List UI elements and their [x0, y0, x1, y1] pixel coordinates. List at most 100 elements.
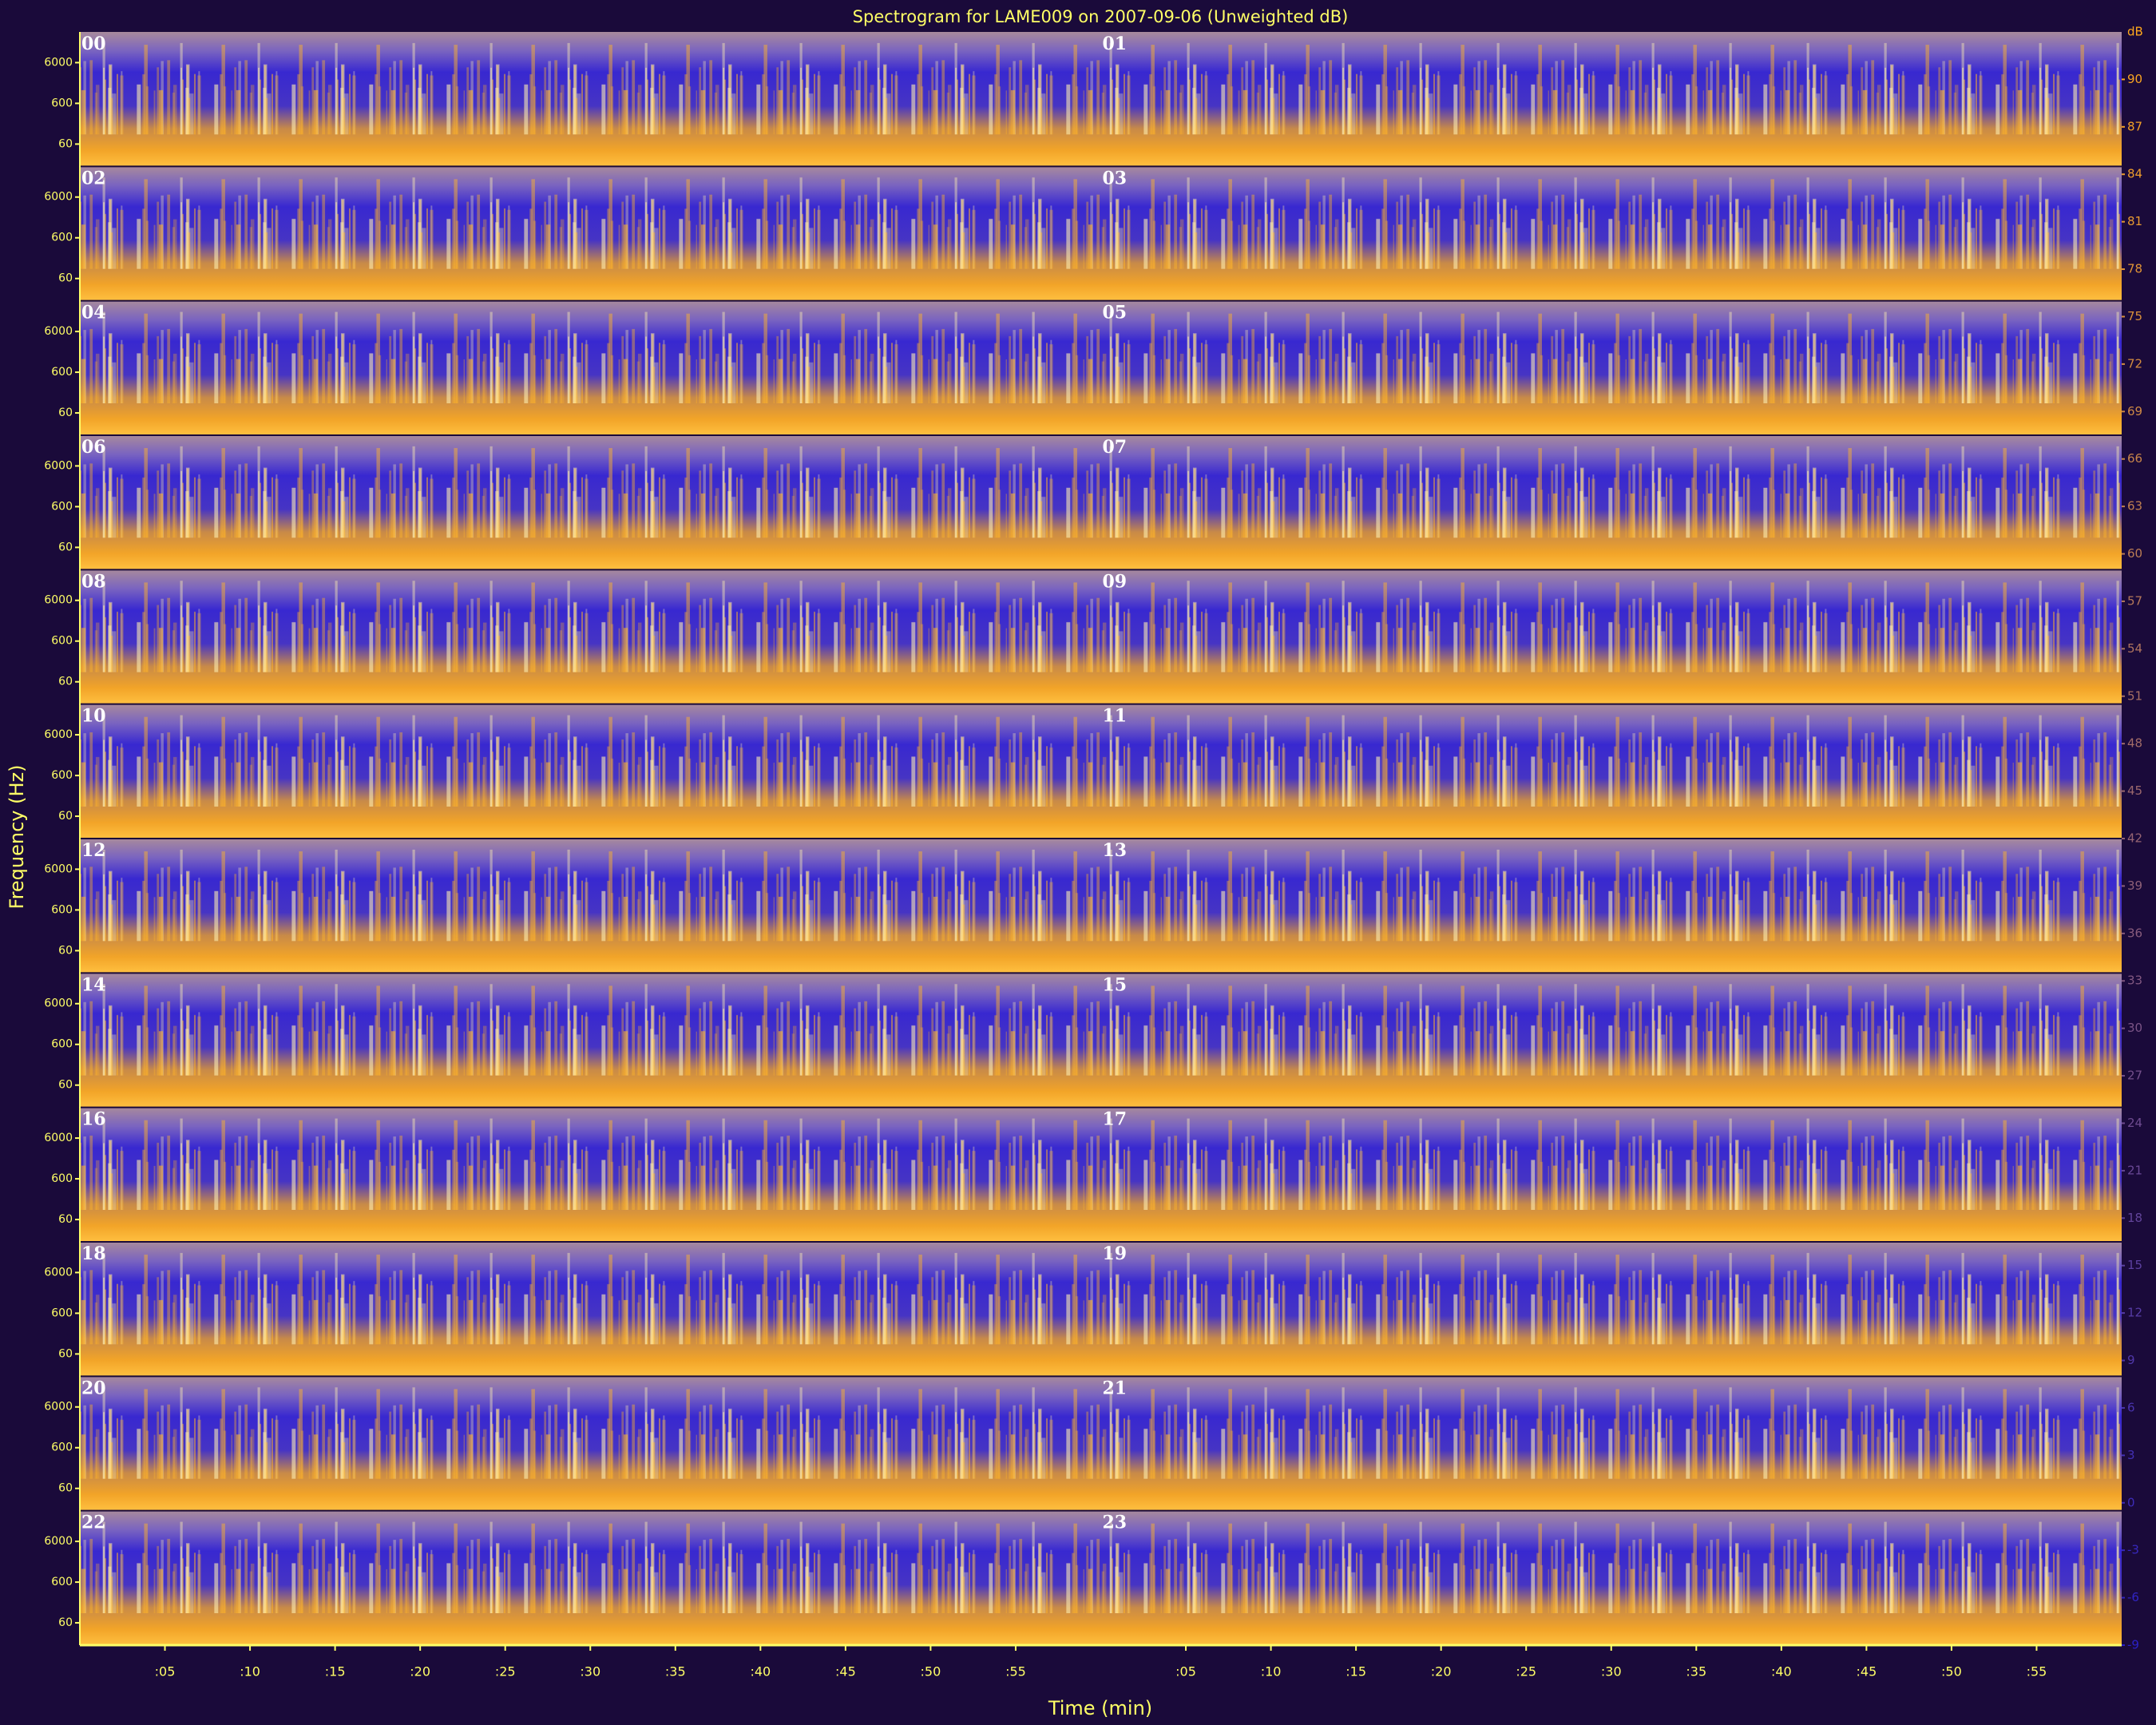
colorbar-tick-label: 30	[2127, 1021, 2142, 1035]
colorbar-tick-label: 21	[2127, 1163, 2142, 1177]
x-tick-label: :15	[325, 1664, 346, 1679]
spectrogram-texture	[80, 569, 1101, 704]
y-tick-label: 600	[51, 97, 73, 109]
hour-label: 04	[81, 303, 106, 323]
x-tick-label: :05	[1175, 1664, 1196, 1679]
y-tick-label: 60	[58, 272, 73, 285]
x-tick-label: :20	[1431, 1664, 1452, 1679]
colorbar-tick-label: -3	[2127, 1543, 2139, 1557]
hour-label: 00	[81, 34, 106, 54]
colorbar-tick-label: 6	[2127, 1400, 2135, 1414]
y-tick-label: 60	[58, 944, 73, 957]
spectrogram-texture	[1100, 569, 2122, 704]
colorbar-tick-label: 66	[2127, 451, 2142, 466]
spectrogram-texture	[80, 1242, 1101, 1377]
y-tick-label: 6000	[44, 1266, 73, 1279]
hour-label: 23	[1103, 1513, 1128, 1533]
y-tick-label: 60	[58, 406, 73, 419]
y-tick-label: 6000	[44, 459, 73, 472]
x-tick-label: :10	[240, 1664, 260, 1679]
y-tick-label: 60	[58, 1079, 73, 1092]
colorbar-tick-label: 54	[2127, 641, 2142, 656]
x-tick-label: :35	[665, 1664, 686, 1679]
y-tick-label: 6000	[44, 997, 73, 1010]
hour-label: 14	[81, 974, 106, 995]
colorbar-tick-label: 18	[2127, 1211, 2142, 1225]
hour-label: 01	[1103, 34, 1128, 54]
x-tick-label: :55	[2027, 1664, 2047, 1679]
colorbar-tick-label: 75	[2127, 309, 2142, 323]
colorbar-tick-label: 81	[2127, 214, 2142, 228]
y-tick-label: 600	[51, 635, 73, 648]
hour-label: 12	[81, 840, 106, 861]
colorbar-tick-label: 39	[2127, 878, 2142, 893]
y-tick-label: 6000	[44, 1132, 73, 1144]
y-tick-label: 600	[51, 903, 73, 916]
y-tick-label: 600	[51, 1307, 73, 1319]
y-tick-label: 600	[51, 232, 73, 244]
spectrogram-texture	[1100, 300, 2122, 435]
colorbar-tick-label: 42	[2127, 831, 2142, 846]
colorbar-tick-label: 36	[2127, 926, 2142, 940]
hour-label: 06	[81, 437, 106, 458]
hour-label: 09	[1103, 571, 1128, 592]
colorbar-tick-label: 48	[2127, 736, 2142, 751]
x-tick-label: :35	[1686, 1664, 1706, 1679]
x-tick-label: :30	[1601, 1664, 1622, 1679]
y-tick-label: 60	[58, 137, 73, 150]
colorbar-tick-label: -9	[2127, 1638, 2139, 1652]
y-tick-label: 6000	[44, 1401, 73, 1414]
x-tick-label: :55	[1005, 1664, 1026, 1679]
x-tick-label: :40	[750, 1664, 771, 1679]
spectrogram-texture	[80, 1107, 1101, 1242]
hour-label: 22	[81, 1513, 106, 1533]
colorbar-tick-label: 51	[2127, 688, 2142, 703]
x-tick-label: :45	[1857, 1664, 1877, 1679]
hour-label: 11	[1103, 706, 1128, 727]
spectrogram-texture	[1100, 1242, 2122, 1377]
colorbar-tick-label: 63	[2127, 499, 2142, 514]
spectrogram-texture	[80, 973, 1101, 1108]
colorbar-tick-label: 90	[2127, 72, 2142, 86]
y-tick-label: 600	[51, 1172, 73, 1185]
colorbar-tick-label: 84	[2127, 167, 2142, 181]
x-tick-label: :50	[921, 1664, 941, 1679]
colorbar-tick-label: 24	[2127, 1116, 2142, 1130]
colorbar-tick-label: 60	[2127, 546, 2142, 561]
y-tick-label: 6000	[44, 1535, 73, 1548]
y-tick-label: 600	[51, 769, 73, 782]
spectrogram-texture	[1100, 1510, 2122, 1645]
spectrogram-texture	[80, 1376, 1101, 1511]
hour-label: 19	[1103, 1243, 1128, 1264]
colorbar-tick-label: 87	[2127, 119, 2142, 133]
x-tick-label: :30	[580, 1664, 600, 1679]
spectrogram-texture	[1100, 32, 2122, 167]
spectrogram-texture	[80, 704, 1101, 839]
colorbar-tick-label: 15	[2127, 1258, 2142, 1272]
colorbar-label: dB	[2127, 25, 2143, 39]
chart-title: Spectrogram for LAME009 on 2007-09-06 (U…	[853, 7, 1349, 26]
x-tick-label: :45	[835, 1664, 856, 1679]
y-tick-label: 6000	[44, 728, 73, 741]
x-tick-label: :10	[1261, 1664, 1282, 1679]
colorbar-tick-label: 72	[2127, 356, 2142, 371]
spectrogram-texture	[1100, 1376, 2122, 1511]
colorbar-tick-label: 3	[2127, 1448, 2135, 1462]
y-tick-label: 600	[51, 1441, 73, 1454]
spectrogram-texture	[1100, 166, 2122, 301]
x-axis-label: Time (min)	[1048, 1697, 1152, 1719]
spectrogram-texture	[1100, 1107, 2122, 1242]
y-tick-label: 600	[51, 500, 73, 513]
y-tick-label: 6000	[44, 56, 73, 69]
hour-label: 15	[1103, 974, 1128, 995]
colorbar-tick-label: 27	[2127, 1069, 2142, 1083]
colorbar-tick-label: -6	[2127, 1590, 2139, 1604]
hour-label: 20	[81, 1378, 106, 1398]
y-tick-label: 60	[58, 541, 73, 553]
spectrogram-texture	[1100, 973, 2122, 1108]
spectrogram-texture	[80, 300, 1101, 435]
y-tick-label: 60	[58, 676, 73, 688]
spectrogram-texture	[1100, 704, 2122, 839]
hour-label: 03	[1103, 168, 1128, 188]
